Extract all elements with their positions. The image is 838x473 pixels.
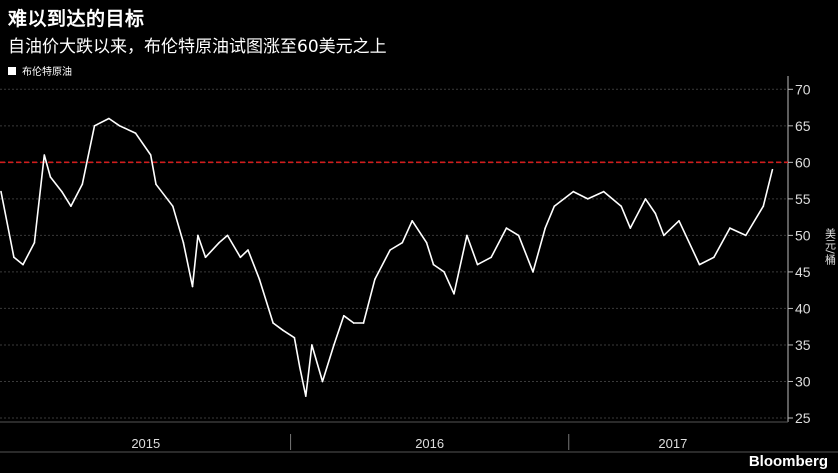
data-point (771, 168, 774, 171)
data-point (43, 154, 46, 156)
y-tick-label: 35 (795, 337, 811, 353)
data-point (453, 293, 455, 295)
data-point (108, 117, 110, 120)
data-point (629, 227, 632, 229)
data-point (678, 219, 680, 222)
data-point (191, 285, 194, 288)
y-tick-label: 50 (795, 227, 811, 243)
data-point (298, 366, 301, 368)
data-point (476, 263, 479, 266)
data-point (49, 176, 52, 178)
data-point (362, 322, 365, 324)
data-point (134, 132, 137, 134)
data-point (282, 329, 284, 332)
data-point (239, 256, 242, 259)
data-point (171, 205, 174, 207)
data-point (342, 314, 345, 317)
data-point (654, 212, 657, 215)
data-point (33, 241, 36, 244)
data-point (389, 249, 391, 251)
legend-label: 布伦特原油 (22, 67, 72, 78)
data-point (644, 198, 647, 200)
y-tick-label: 65 (795, 118, 811, 134)
data-point (293, 336, 296, 339)
data-point (572, 190, 575, 193)
data-point (698, 263, 701, 266)
y-tick-label: 30 (795, 373, 811, 389)
data-point (374, 278, 376, 281)
data-point (432, 263, 435, 266)
data-point (22, 263, 24, 266)
data-point (197, 234, 199, 237)
data-point (466, 234, 468, 237)
data-point (553, 205, 556, 207)
chart-subtitle: 自油价大跌以来，布伦特原油试图涨至60美元之上 (8, 37, 387, 57)
data-point (586, 198, 589, 200)
y-tick-label: 25 (795, 410, 811, 426)
data-point (729, 227, 731, 229)
data-point (352, 322, 355, 324)
data-point (304, 395, 307, 397)
legend-swatch (8, 66, 16, 75)
data-point (93, 125, 96, 127)
data-point (81, 183, 84, 186)
data-point (0, 190, 2, 193)
data-point (311, 344, 313, 346)
data-point (333, 344, 335, 346)
data-point (218, 241, 220, 244)
chart-title: 难以到达的目标 (8, 8, 145, 30)
data-point (532, 271, 534, 273)
y-tick-label: 70 (795, 81, 811, 97)
data-point (118, 125, 121, 127)
legend: 布伦特原油 (8, 63, 72, 78)
data-point (204, 256, 207, 259)
data-point (620, 205, 622, 207)
data-point (505, 227, 508, 229)
y-axis-label: 美元/桶 (824, 228, 837, 266)
data-point (713, 256, 715, 259)
data-point (258, 278, 261, 281)
y-tick-label: 40 (795, 300, 811, 316)
data-point (272, 322, 274, 324)
data-point (517, 234, 520, 237)
data-point (425, 241, 428, 244)
data-point (443, 271, 445, 273)
data-point (226, 234, 229, 237)
series-line (0, 117, 774, 397)
data-point (247, 249, 249, 251)
y-tick-label: 60 (795, 154, 811, 170)
data-point (401, 241, 404, 244)
data-point (762, 205, 765, 207)
data-point (155, 183, 157, 186)
data-point (662, 234, 665, 237)
bloomberg-logo: Bloomberg (748, 453, 828, 470)
data-point (182, 241, 185, 244)
y-tick-label: 45 (795, 264, 811, 280)
data-point (70, 205, 72, 207)
data-point (490, 256, 493, 259)
data-point (745, 234, 747, 237)
data-point (544, 227, 546, 229)
data-point (321, 380, 324, 383)
data-point (149, 154, 152, 156)
y-tick-label: 55 (795, 191, 811, 207)
data-point (411, 219, 413, 222)
x-tick-label: 2017 (658, 436, 687, 451)
data-point (602, 190, 605, 193)
x-tick-label: 2015 (131, 436, 160, 451)
data-point (13, 256, 15, 259)
data-point (61, 190, 63, 193)
x-tick-label: 2016 (415, 436, 444, 451)
